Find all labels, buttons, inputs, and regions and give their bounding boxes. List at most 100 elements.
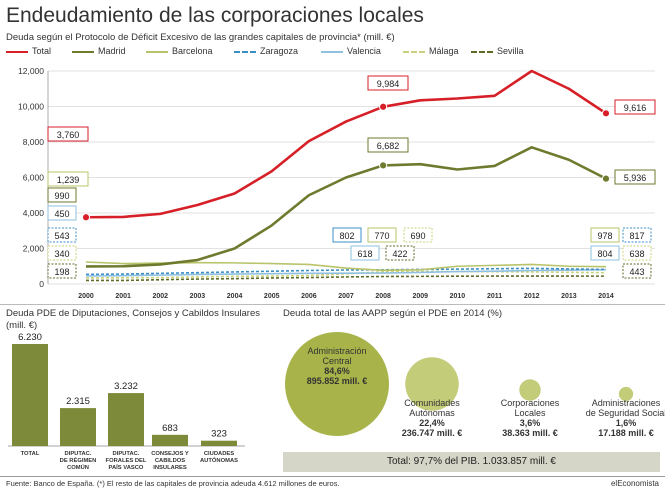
bar	[152, 434, 188, 446]
bubble-label: Comunidades Autónomas 22,4% 236.747 mill. €	[402, 398, 463, 438]
bar	[201, 440, 237, 446]
bar-category-label: CONSEJOS Y CABILDOS INSULARES	[151, 451, 189, 471]
bar-value-label: 6.230	[18, 332, 42, 343]
legend-label: Málaga	[429, 46, 459, 56]
value-label: 3,760	[57, 130, 80, 140]
legend-label: Zaragoza	[260, 46, 299, 56]
legend: Total Madrid Barcelona Zaragoza Valencia Mála…	[6, 46, 661, 60]
x-tick-label: 2005	[264, 293, 280, 300]
total-label: Total: 97,7% del PIB. 1.033.857 mill. €	[387, 456, 556, 467]
total-band: Total: 97,7% del PIB. 1.033.857 mill. €	[283, 452, 660, 472]
value-label-box	[622, 263, 652, 279]
bar-chart-title: Deuda PDE de Diputaciones, Consejos y Ca…	[6, 308, 260, 319]
y-tick-label: 6,000	[23, 173, 45, 183]
data-point-madrid	[601, 174, 611, 183]
value-label: 638	[629, 249, 644, 259]
bar-value-label: 2.315	[66, 396, 90, 407]
value-label: 770	[374, 231, 389, 241]
legend-swatch	[403, 50, 425, 53]
value-label: 804	[597, 249, 612, 259]
value-label-box	[350, 245, 380, 261]
bubble-chart-title: Deuda total de las AAPP según el PDE en …	[283, 308, 502, 319]
value-label-box	[47, 171, 89, 187]
x-tick-label: 2007	[338, 293, 354, 300]
value-label-box	[367, 75, 409, 91]
value-label-box	[47, 205, 77, 221]
value-label: 978	[597, 231, 612, 241]
value-label-box	[47, 187, 77, 203]
series-line-sevilla	[85, 275, 607, 282]
bar	[108, 393, 144, 446]
bubble-label: Administraciones de Seguridad Social 1,6% 1…	[586, 398, 665, 438]
legend-item-valencia: Valencia	[321, 46, 381, 56]
value-label: 422	[392, 249, 407, 259]
legend-label: Madrid	[98, 46, 126, 56]
legend-swatch	[471, 50, 493, 53]
bubble	[405, 357, 459, 411]
footer-rule	[0, 476, 665, 477]
value-label: 6,682	[377, 141, 400, 151]
value-label-box	[47, 126, 89, 142]
bar-category-label: TOTAL	[21, 451, 40, 457]
value-label-box	[590, 227, 620, 243]
x-tick-label: 2011	[487, 293, 502, 300]
value-label-box	[622, 245, 652, 261]
x-tick-label: 2001	[115, 293, 131, 300]
value-label-box	[47, 245, 77, 261]
value-label-box	[622, 227, 652, 243]
value-label-box	[590, 245, 620, 261]
value-label: 990	[54, 191, 69, 201]
series-line-madrid	[85, 146, 607, 268]
bar	[12, 344, 48, 446]
y-tick-label: 4,000	[23, 208, 45, 218]
value-label: 9,984	[377, 79, 400, 89]
x-tick-label: 2008	[375, 293, 391, 300]
bubble-label: Corporaciones Locales 3,6% 38.363 mill. €	[501, 398, 560, 438]
bar	[60, 408, 96, 446]
value-label: 618	[357, 249, 372, 259]
x-tick-label: 2012	[524, 293, 540, 300]
y-tick-label: 8,000	[23, 137, 45, 147]
value-label: 450	[54, 209, 69, 219]
value-label-box	[47, 263, 77, 279]
data-point-total	[601, 109, 611, 118]
bar-value-label: 323	[211, 429, 227, 440]
y-tick-label: 10,000	[18, 102, 44, 112]
line-chart: 0 2,000 4,000 6,000 8,000 10,000 12,000 2000 200…	[18, 66, 656, 300]
legend-label: Sevilla	[497, 46, 524, 56]
value-label: 1,239	[57, 175, 80, 185]
source-note: Fuente: Banco de España. (*) El resto de…	[6, 479, 340, 488]
legend-item-madrid: Madrid	[72, 46, 126, 56]
x-tick-label: 2004	[227, 293, 243, 300]
legend-item-zaragoza: Zaragoza	[234, 46, 298, 56]
brand-logo: elEconomista	[610, 479, 659, 488]
data-point-total	[379, 102, 388, 111]
bar-chart: 6.230 2.315 3.232 683 323 TOTAL DIPUTAC. DE RÉG…	[8, 332, 245, 471]
legend-swatch	[6, 50, 28, 53]
value-label: 690	[410, 231, 425, 241]
chart-subtitle: Deuda según el Protocolo de Déficit Exce…	[6, 32, 395, 43]
legend-swatch	[234, 50, 256, 53]
section-divider	[0, 304, 665, 305]
x-tick-label: 2014	[598, 293, 614, 300]
value-label: 443	[629, 267, 644, 277]
x-tick-label: 2003	[190, 293, 206, 300]
y-tick-label: 12,000	[18, 66, 44, 76]
value-label-box	[614, 169, 656, 185]
value-label: 198	[54, 267, 69, 277]
bar-value-label: 3.232	[114, 381, 138, 392]
bubble	[618, 386, 634, 402]
bar-value-label: 683	[162, 423, 178, 434]
series-line-zaragoza	[85, 267, 607, 276]
value-label-box	[385, 245, 415, 261]
x-tick-label: 2000	[78, 293, 94, 300]
bubble	[519, 379, 541, 401]
legend-swatch	[72, 50, 94, 53]
value-label-box	[403, 227, 433, 243]
value-label-box	[47, 227, 77, 243]
data-point-madrid	[379, 161, 388, 170]
value-label-box	[332, 227, 362, 243]
value-label-box	[614, 99, 656, 115]
x-tick-label: 2002	[152, 293, 168, 300]
bar-chart-unit: (mill. €)	[6, 320, 38, 331]
